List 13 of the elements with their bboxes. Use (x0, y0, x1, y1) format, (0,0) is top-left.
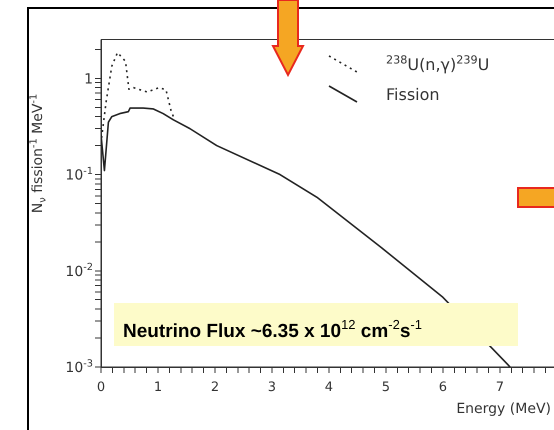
x-tick-label: 5 (382, 380, 390, 395)
x-tick-label: 6 (438, 380, 448, 395)
x-tick-label: 3 (268, 380, 276, 395)
y-axis-title: Nν fission-1 MeV-1 (28, 94, 48, 214)
y-tick-label: 1 (84, 71, 94, 88)
note-box: Neutrino Flux ~6.35 x 10$^{12}$ cm$^{-2}$s$^{-1}$ (114, 303, 518, 346)
legend-label: Fission (386, 85, 440, 104)
x-tick-label: 4 (324, 380, 334, 395)
x-tick-label: 7 (496, 380, 504, 395)
x-tick-label: 0 (96, 380, 106, 395)
x-axis-title: Energy (MeV) (456, 401, 551, 417)
x-tick-label: 1 (154, 380, 162, 395)
x-tick-label: 2 (210, 380, 220, 395)
